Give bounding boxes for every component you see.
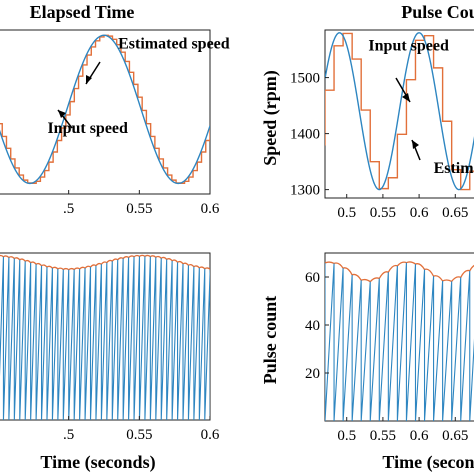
xtick-label: .5 <box>63 427 74 443</box>
ylabel-bottom-right: Pulse count <box>260 296 280 385</box>
xtick-label: 0.6 <box>410 205 429 221</box>
title-top-left: Elapsed Time <box>30 2 135 22</box>
xtick-label: 0.65 <box>442 428 468 444</box>
arrow-head-input <box>58 110 66 118</box>
ytick-label: 60 <box>305 270 320 286</box>
plot-bottom-right <box>325 261 474 421</box>
annotation-estimated-right: Estimate <box>434 160 474 177</box>
xtick-label: 0.5 <box>337 428 356 444</box>
plot-top-right <box>325 32 474 191</box>
xtick-label: .5 <box>63 201 74 217</box>
xtick-label: 0.6 <box>201 427 220 443</box>
series-envelope <box>0 254 210 271</box>
xtick-label: 0.5 <box>337 205 356 221</box>
arrow-head-estimated <box>86 75 92 84</box>
series-input <box>0 34 210 185</box>
ytick-label: 40 <box>305 318 320 334</box>
annotation-input-speed-right: Input speed <box>368 38 449 55</box>
xlabel-bottom-left: Time (seconds) <box>40 452 155 473</box>
plot-bottom-left <box>0 254 210 420</box>
xlabel-bottom-right: Time (seconds) <box>382 452 474 473</box>
series-sawtooth <box>0 256 210 420</box>
xtick-label: 0.6 <box>201 201 220 217</box>
ytick-label: 1400 <box>290 127 320 143</box>
yticks-top-right: 1300 1400 1500 <box>290 71 329 199</box>
panel-top-right: Pulse Cou Speed (rpm) 0.5 0.55 0.6 0.65 130… <box>260 2 474 221</box>
plot-top-left <box>0 34 210 185</box>
series-estimated <box>325 32 474 191</box>
xtick-label: 0.55 <box>126 201 152 217</box>
series-envelope <box>325 261 474 283</box>
xticks-bottom-right: 0.5 0.55 0.6 0.65 <box>337 417 468 444</box>
series-input <box>325 32 474 191</box>
xticks-bottom-left: .5 0.55 0.6 <box>63 416 220 443</box>
annotation-input-speed: Input speed <box>47 120 128 137</box>
axes-top-left <box>0 29 211 195</box>
xtick-label: 0.55 <box>126 427 152 443</box>
xtick-label: 0.6 <box>410 428 429 444</box>
series-estimated <box>0 34 210 184</box>
arrow-head-estimated-right <box>412 140 419 149</box>
xtick-label: 0.55 <box>370 205 396 221</box>
panel-top-left: Elapsed Time .5 0.55 0.6 Estimated speed I… <box>0 2 230 217</box>
panel-bottom-right: Pulse count 0.5 0.55 0.6 0.65 20 40 60 Time (… <box>260 252 474 473</box>
arrow-head-input-right <box>402 93 410 102</box>
ylabel-top-right: Speed (rpm) <box>260 70 281 166</box>
ytick-label: 1300 <box>290 183 320 199</box>
xticks-top-right: 0.5 0.55 0.6 0.65 <box>337 194 468 221</box>
xtick-label: 0.55 <box>370 428 396 444</box>
series-sawtooth <box>325 262 474 421</box>
title-top-right: Pulse Cou <box>401 2 474 22</box>
panel-bottom-left: .5 0.55 0.6 Time (seconds) <box>0 252 220 473</box>
xtick-label: 0.65 <box>442 205 468 221</box>
xticks-top-left: .5 0.55 0.6 <box>63 190 220 217</box>
annotation-estimated-speed: Estimated speed <box>118 36 230 53</box>
ytick-label: 1500 <box>290 71 320 87</box>
yticks-bottom-right: 20 40 60 <box>305 270 329 382</box>
ytick-label: 20 <box>305 366 320 382</box>
